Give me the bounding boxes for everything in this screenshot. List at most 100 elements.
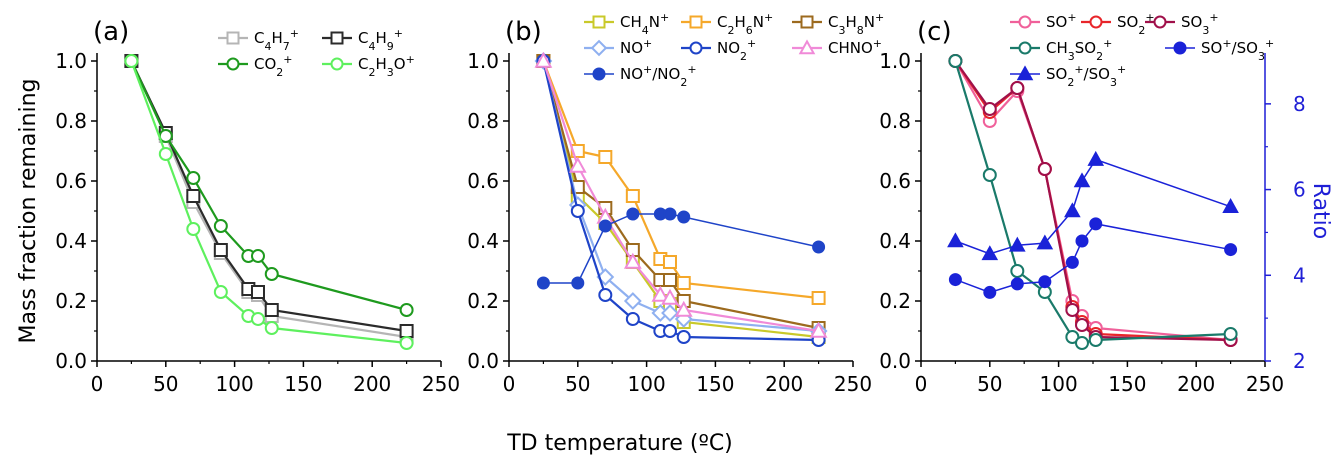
y2-tick-label: 6 bbox=[1293, 178, 1306, 202]
y-tick-label: 0.0 bbox=[879, 349, 911, 373]
data-point bbox=[1010, 277, 1024, 291]
series-so- bbox=[948, 54, 1238, 347]
series-so-so3- bbox=[948, 217, 1238, 299]
data-point bbox=[1010, 264, 1025, 278]
legend-entry: CH3SO2+ bbox=[1010, 37, 1112, 63]
data-point bbox=[1074, 336, 1089, 350]
legend-entry: C4H7+ bbox=[218, 27, 299, 53]
data-point bbox=[651, 285, 670, 302]
data-point bbox=[1009, 236, 1026, 252]
x-tick-label: 50 bbox=[153, 372, 178, 396]
series-c2h3o- bbox=[124, 54, 414, 350]
panel-label: (c) bbox=[917, 17, 952, 47]
legend-marker bbox=[330, 57, 344, 71]
y-tick-label: 0.4 bbox=[879, 229, 911, 253]
data-point bbox=[598, 288, 613, 302]
legend-label: CO2+ bbox=[254, 53, 293, 79]
data-point bbox=[1074, 318, 1089, 332]
data-point bbox=[947, 232, 964, 248]
x-tick-label: 250 bbox=[1246, 372, 1284, 396]
data-point bbox=[626, 207, 640, 221]
series-c4h9- bbox=[124, 54, 414, 338]
data-point bbox=[1224, 243, 1238, 257]
legend-marker bbox=[1018, 15, 1032, 29]
data-point bbox=[677, 210, 691, 224]
series-line bbox=[130, 60, 407, 333]
data-point bbox=[250, 249, 265, 263]
series-ch3so2- bbox=[948, 54, 1238, 350]
y-tick-label: 0.8 bbox=[467, 109, 499, 133]
data-point bbox=[399, 324, 414, 338]
data-point bbox=[399, 303, 414, 317]
x-tick-label: 150 bbox=[696, 372, 734, 396]
data-point bbox=[250, 312, 265, 326]
x-tick-label: 200 bbox=[765, 372, 803, 396]
x-tick-label: 100 bbox=[216, 372, 254, 396]
data-point bbox=[124, 54, 139, 68]
data-point bbox=[674, 300, 693, 317]
legend-entry: SO+ bbox=[1010, 11, 1077, 31]
legend-entry: SO2+/SO3+ bbox=[1010, 63, 1126, 89]
data-point bbox=[570, 204, 585, 218]
legend-label: CH4N+ bbox=[620, 11, 669, 37]
legend-marker bbox=[1089, 15, 1103, 29]
legend-label: NO+/NO2+ bbox=[620, 63, 697, 89]
y-tick-label: 0.2 bbox=[879, 289, 911, 313]
data-point bbox=[982, 102, 997, 116]
legend-marker bbox=[592, 15, 606, 29]
x-tick-label: 150 bbox=[284, 372, 322, 396]
data-point bbox=[158, 147, 173, 161]
legend-marker bbox=[226, 57, 240, 71]
legend-label: NO2+ bbox=[717, 37, 756, 63]
y2-tick-label: 2 bbox=[1293, 349, 1306, 373]
data-point bbox=[661, 304, 679, 322]
data-point bbox=[982, 168, 997, 182]
panel-label: (b) bbox=[505, 17, 542, 47]
legend-label: SO3+ bbox=[1181, 11, 1219, 37]
legend-label: C4H7+ bbox=[254, 27, 299, 53]
legend-label: C3H8N+ bbox=[828, 11, 884, 37]
legend-marker bbox=[592, 67, 606, 81]
legend-label: NO+ bbox=[620, 37, 652, 58]
legend-marker bbox=[689, 41, 703, 55]
data-point bbox=[1036, 234, 1054, 250]
data-point bbox=[1064, 202, 1081, 218]
y-tick-label: 0.6 bbox=[55, 169, 87, 193]
data-point bbox=[623, 292, 642, 310]
y-tick-label: 0.4 bbox=[55, 229, 87, 253]
data-point bbox=[598, 150, 613, 164]
legend-entry: SO+/SO3+ bbox=[1165, 37, 1274, 63]
y-tick-label: 0.4 bbox=[467, 229, 499, 253]
legend-entry: CHNO+ bbox=[792, 37, 882, 58]
data-point bbox=[213, 219, 228, 233]
x-tick-label: 200 bbox=[1177, 372, 1215, 396]
x-tick-label: 0 bbox=[503, 372, 516, 396]
data-point bbox=[1037, 162, 1052, 176]
legend-label: C2H6N+ bbox=[717, 11, 773, 37]
legend-label: CHNO+ bbox=[828, 37, 882, 58]
data-point bbox=[1065, 303, 1080, 317]
y-tick-label: 1.0 bbox=[467, 49, 499, 73]
x-tick-label: 50 bbox=[565, 372, 590, 396]
legend-marker bbox=[800, 15, 814, 29]
legend-marker bbox=[1153, 15, 1167, 29]
y-tick-label: 0.2 bbox=[467, 289, 499, 313]
data-point bbox=[264, 267, 279, 281]
legend-entry: SO2+ bbox=[1081, 11, 1155, 37]
x-tick-label: 0 bbox=[91, 372, 104, 396]
data-point bbox=[1065, 330, 1080, 344]
y-tick-label: 0.6 bbox=[879, 169, 911, 193]
panel-c: 0 50 100 150 200 250 0.0 0.2 0.4 0.6 0.8 1.0 2 4 6 8 (c)… bbox=[879, 11, 1306, 397]
legend-entry: NO+/NO2+ bbox=[584, 63, 697, 89]
y-tick-label: 0.6 bbox=[467, 169, 499, 193]
x-tick-label: 50 bbox=[977, 372, 1002, 396]
series-so3- bbox=[948, 54, 1238, 347]
data-point bbox=[948, 54, 963, 68]
x-tick-label: 250 bbox=[422, 372, 460, 396]
y-tick-label: 0.8 bbox=[55, 109, 87, 133]
legend-marker bbox=[226, 31, 240, 45]
x-tick-label: 100 bbox=[628, 372, 666, 396]
y2-axis-title: Ratio bbox=[1308, 183, 1333, 239]
legend-marker bbox=[798, 39, 816, 55]
